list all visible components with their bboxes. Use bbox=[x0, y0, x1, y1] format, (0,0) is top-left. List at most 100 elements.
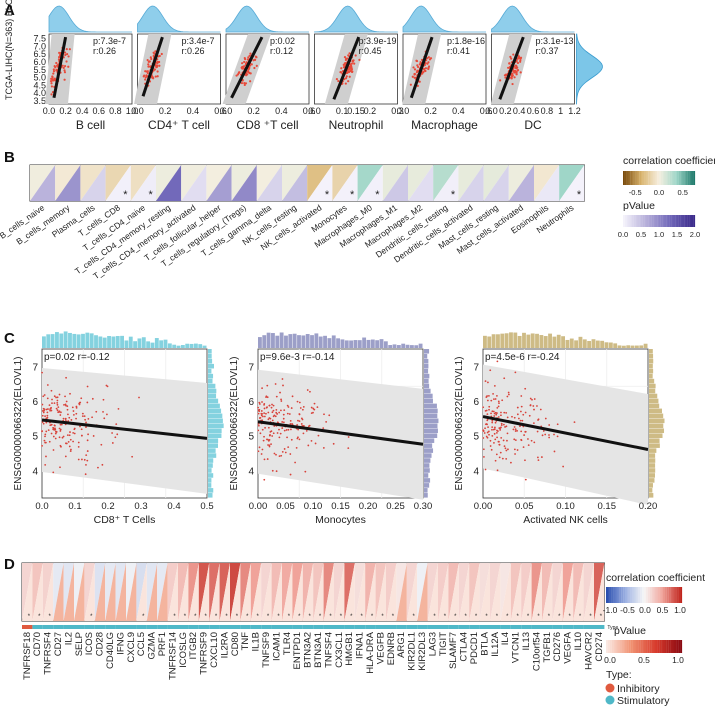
histogram-bar bbox=[582, 339, 587, 348]
y-tick-label: 4 bbox=[473, 466, 479, 477]
data-point bbox=[354, 54, 357, 57]
type-strip-cell bbox=[32, 625, 43, 629]
type-strip-cell bbox=[552, 625, 563, 629]
type-strip-cell bbox=[344, 625, 355, 629]
histogram-bar bbox=[327, 338, 332, 348]
legend-gradient-step bbox=[641, 215, 643, 227]
data-point bbox=[81, 415, 84, 418]
data-point bbox=[58, 55, 61, 59]
data-point bbox=[80, 428, 83, 431]
data-point bbox=[427, 67, 430, 71]
data-point bbox=[287, 446, 290, 449]
data-point bbox=[64, 395, 66, 398]
x-tick-label: 0.6 bbox=[303, 106, 316, 116]
histogram-bar bbox=[414, 345, 419, 348]
heatmap-cell-pvalue bbox=[365, 563, 376, 621]
legend-gradient-step bbox=[650, 215, 652, 227]
histogram-bar bbox=[649, 388, 656, 394]
legend-gradient-step bbox=[662, 215, 665, 227]
data-point bbox=[493, 432, 496, 435]
data-point bbox=[271, 435, 274, 437]
data-point bbox=[493, 442, 495, 444]
data-point bbox=[487, 381, 489, 384]
data-point bbox=[298, 413, 301, 416]
data-point bbox=[46, 384, 49, 386]
heatmap-cell-correlation bbox=[115, 563, 126, 621]
gene-label: TNFRSF14 bbox=[167, 632, 178, 680]
histogram-bar bbox=[424, 448, 434, 453]
data-point bbox=[281, 421, 284, 423]
x-tick-label: 0.3 bbox=[391, 106, 404, 116]
histogram-bar bbox=[340, 339, 345, 348]
data-point bbox=[65, 60, 68, 63]
density-curve bbox=[314, 5, 398, 33]
data-point bbox=[263, 404, 265, 406]
legend-gradient-step bbox=[638, 587, 641, 603]
data-point bbox=[245, 61, 248, 64]
histogram-bar bbox=[649, 418, 665, 424]
data-point bbox=[514, 371, 517, 374]
type-strip-cell bbox=[74, 625, 85, 629]
data-point bbox=[50, 82, 53, 85]
r-value-label: r:0.26 bbox=[93, 46, 116, 56]
data-point bbox=[298, 420, 301, 423]
legend-tick: 0.0 bbox=[639, 605, 651, 615]
histogram-bar bbox=[424, 438, 435, 443]
data-point bbox=[337, 79, 340, 83]
data-point bbox=[278, 455, 281, 458]
heatmap-cell-pvalue bbox=[80, 165, 106, 201]
significance-star: * bbox=[475, 614, 478, 620]
histogram-bar bbox=[128, 336, 133, 348]
data-point bbox=[160, 52, 163, 56]
data-point bbox=[77, 445, 80, 448]
heatmap-cell-correlation bbox=[357, 165, 383, 201]
data-point bbox=[422, 67, 425, 71]
x-tick-label: 0.6 bbox=[214, 106, 227, 116]
type-strip-cell bbox=[271, 625, 282, 629]
data-point bbox=[500, 422, 503, 425]
data-point bbox=[529, 404, 532, 406]
data-point bbox=[497, 416, 500, 418]
legend-tick: 1.0 bbox=[654, 230, 664, 239]
histogram-bar bbox=[617, 345, 622, 348]
data-point bbox=[278, 428, 280, 431]
data-point bbox=[493, 398, 495, 400]
histogram-bar bbox=[115, 336, 120, 348]
histogram-bar bbox=[424, 349, 430, 354]
heatmap-cell-correlation bbox=[344, 563, 355, 621]
data-point bbox=[520, 405, 523, 408]
type-strip-cell bbox=[261, 625, 272, 629]
data-point bbox=[55, 61, 58, 65]
histogram-bar bbox=[496, 334, 500, 348]
histogram-bar bbox=[649, 488, 653, 493]
data-point bbox=[44, 463, 47, 466]
type-strip-cell bbox=[240, 625, 251, 629]
histogram-bar bbox=[314, 333, 319, 348]
data-point bbox=[501, 399, 504, 402]
legend-gradient-step bbox=[615, 640, 618, 653]
data-point bbox=[275, 408, 278, 411]
data-point bbox=[45, 408, 48, 411]
type-strip-cell bbox=[510, 625, 522, 629]
legend-gradient-step bbox=[648, 171, 651, 185]
data-point bbox=[147, 60, 150, 63]
heatmap-cell-pvalue bbox=[594, 563, 605, 621]
density-curve bbox=[137, 5, 221, 33]
data-point bbox=[106, 385, 109, 388]
heatmap-cell-pvalue bbox=[458, 165, 484, 201]
data-point bbox=[65, 400, 68, 403]
data-point bbox=[413, 73, 416, 76]
data-point bbox=[533, 398, 536, 400]
histogram-bar bbox=[208, 363, 214, 369]
data-point bbox=[247, 56, 250, 59]
histogram-bar bbox=[297, 335, 301, 348]
significance-star: * bbox=[267, 614, 270, 620]
data-point bbox=[542, 430, 545, 432]
heatmap-cell-correlation bbox=[500, 563, 511, 621]
data-point bbox=[117, 408, 120, 410]
data-point bbox=[524, 478, 527, 481]
histogram-bar bbox=[626, 345, 631, 348]
legend-gradient-step bbox=[663, 640, 665, 653]
legend-gradient-step bbox=[682, 171, 685, 185]
data-point bbox=[144, 76, 147, 79]
